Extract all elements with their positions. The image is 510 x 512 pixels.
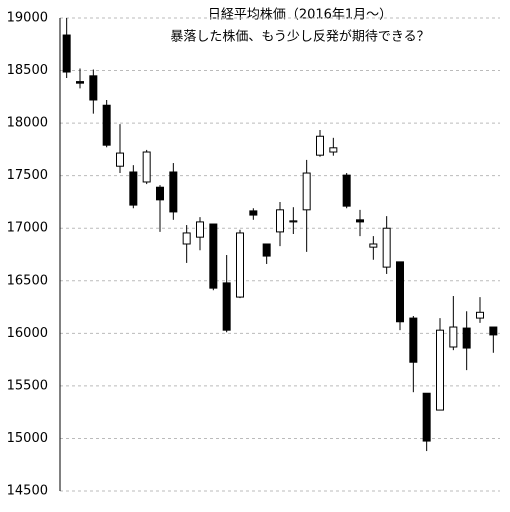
y-tick-label: 17500 [7,168,48,183]
candle-body [236,232,244,298]
chart-subtitle: 暴落した株価、もう少し反発が期待できる？ [170,30,429,45]
candle-body [129,171,138,206]
y-tick-label: 18500 [7,63,48,78]
chart-title: 日経平均株価（2016年1月～） [208,8,392,23]
candle-body [409,317,418,363]
candle-body [62,34,71,73]
candle-body [449,326,458,348]
candle-body [342,174,351,207]
y-tick-label: 15000 [7,431,48,446]
candle-body [76,81,84,84]
candle-body [209,223,218,289]
candle-body [182,232,191,245]
y-tick-label: 19000 [7,11,48,26]
candle-body [89,75,98,101]
candle-body [462,327,471,349]
candle-body [249,210,258,216]
y-tick-label: 15500 [7,378,48,393]
y-tick-label: 16000 [7,326,48,341]
candle-body [289,220,298,223]
candle-body [196,221,204,238]
y-tick-label: 18000 [7,116,48,131]
candle-body [222,282,231,331]
candle-body [142,151,151,183]
candle-body [262,243,271,257]
y-tick-label: 14500 [7,484,48,499]
candle-body [302,172,311,211]
candle-body [396,261,404,323]
candle-body [169,171,178,213]
candle-body [316,135,324,156]
candle-body [382,227,391,268]
candle-body [329,147,338,153]
candle-body [422,392,431,442]
candle-body [476,311,484,319]
candle-body [356,219,364,223]
candle-body [102,104,111,146]
candle-body [436,329,444,411]
candle-body [489,326,498,336]
y-tick-label: 16500 [7,273,48,288]
y-tick-label: 17000 [7,221,48,236]
candle-body [116,152,124,167]
candle-body [369,243,378,248]
candle-body [156,186,164,201]
candle-body [276,209,284,233]
